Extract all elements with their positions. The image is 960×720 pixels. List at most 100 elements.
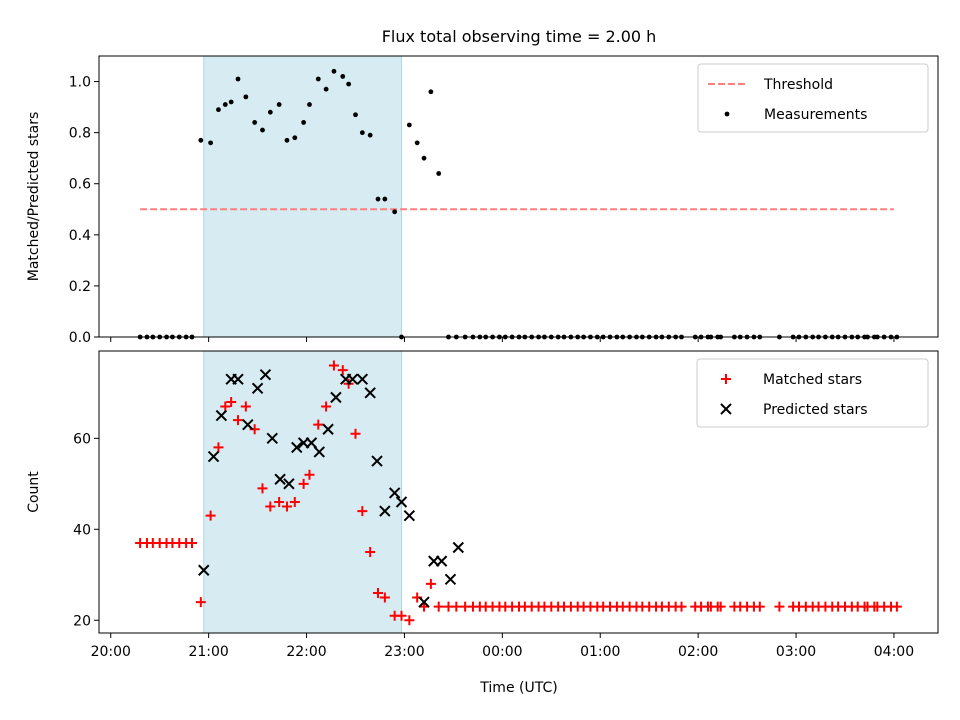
measurement-point [243, 94, 249, 100]
legend-label: Measurements [764, 107, 867, 123]
matched-star-point [350, 428, 361, 439]
measurement-point [353, 112, 358, 118]
predicted-star-point [395, 496, 408, 508]
measurement-point [406, 122, 412, 128]
bottom-series-matched-stars [135, 360, 902, 626]
x-axis: 20:00 21:00 22:00 23:00 00:00 01:00 02:00 03:00… [91, 644, 915, 660]
measurement-point [315, 76, 321, 82]
matched-star-point [365, 547, 376, 558]
top-y-tick-label: 0.0 [69, 330, 91, 346]
predicted-star-point [452, 541, 464, 554]
matched-star-point [379, 592, 390, 603]
measurement-point [428, 89, 434, 95]
bottom-axes-frame [98, 350, 939, 634]
bottom-highlight-span [203, 350, 403, 634]
predicted-star-point [322, 423, 334, 435]
matched-star-point [257, 483, 268, 494]
legend-measurements-swatch [724, 111, 730, 117]
legend-label: Matched stars [763, 372, 862, 388]
matched-star-point [240, 401, 251, 412]
matched-star-point [328, 360, 339, 371]
top-highlight-span [203, 55, 403, 338]
top-y-tick-label: 0.8 [69, 126, 91, 142]
top-y-axis-label: Matched/Predicted stars [26, 112, 42, 282]
predicted-star-point [266, 432, 278, 445]
matched-star-point [321, 401, 332, 412]
predicted-star-point [274, 473, 286, 485]
matched-star-point [313, 419, 324, 430]
matched-star-point [754, 601, 765, 612]
top-y-tick-label: 1.0 [69, 75, 91, 91]
matched-star-point [265, 501, 276, 512]
matched-star-point [298, 478, 309, 489]
measurement-point [216, 107, 221, 113]
x-tick-label: 03:00 [776, 644, 816, 660]
matched-star-point [357, 506, 368, 517]
measurement-point [228, 99, 234, 105]
measurement-point [331, 68, 337, 74]
matched-star-point [187, 537, 198, 548]
top-panel: 0.0 0.2 0.4 0.6 0.8 1.0 Matched/Predicted star… [26, 55, 939, 346]
matched-star-point [233, 415, 244, 426]
bottom-y-axis-label: Count [26, 471, 42, 513]
matched-star-point [891, 601, 902, 612]
legend-matched-swatch [721, 374, 731, 384]
x-tick-label: 21:00 [188, 644, 228, 660]
predicted-star-point [291, 441, 303, 454]
bottom-y-tick-label: 40 [73, 522, 91, 538]
matched-star-point [281, 501, 292, 512]
measurement-point [252, 120, 258, 125]
measurement-point [340, 74, 346, 79]
x-tick-label: 04:00 [874, 644, 914, 660]
measurement-point [392, 209, 398, 215]
measurement-point [414, 140, 420, 146]
measurement-point [292, 135, 298, 141]
matched-star-point [396, 610, 407, 621]
measurement-point [260, 127, 265, 133]
top-legend-box [697, 63, 929, 133]
predicted-star-point [283, 478, 295, 490]
matched-star-point [337, 365, 348, 376]
predicted-star-point [371, 455, 383, 467]
predicted-star-point [435, 555, 448, 567]
legend-predicted-swatch [720, 403, 732, 415]
measurement-point [436, 171, 442, 176]
top-y-tick-label: 0.2 [69, 279, 91, 295]
matched-star-point [213, 442, 224, 453]
measurement-point [375, 196, 381, 202]
matched-star-point [774, 601, 785, 612]
predicted-star-point [388, 487, 401, 499]
measurement-point [267, 109, 273, 115]
predicted-star-point [232, 373, 244, 385]
matched-star-point [205, 510, 216, 521]
predicted-star-point [198, 564, 210, 576]
predicted-star-point [444, 573, 457, 586]
top-legend: Threshold Measurements [697, 63, 929, 133]
top-y-tick-label: 0.6 [69, 177, 91, 193]
measurement-point [346, 81, 352, 87]
matched-star-point [220, 401, 231, 412]
matched-star-point [373, 587, 384, 598]
predicted-star-point [356, 373, 369, 385]
bottom-y-tick-label: 20 [73, 613, 91, 629]
predicted-star-point [305, 437, 318, 449]
matched-star-point [451, 601, 462, 612]
measurement-point [284, 137, 290, 143]
matched-star-point [289, 497, 300, 508]
x-tick-label: 23:00 [384, 644, 424, 660]
measurement-point [235, 76, 241, 82]
predicted-star-point [418, 596, 430, 608]
predicted-star-point [403, 509, 416, 522]
measurement-point [276, 102, 282, 107]
predicted-star-point [313, 446, 325, 458]
x-tick-label: 01:00 [580, 644, 620, 660]
measurement-point [359, 130, 365, 136]
predicted-star-point [346, 373, 359, 385]
legend-label: Predicted stars [763, 402, 868, 418]
predicted-star-point [330, 391, 342, 404]
predicted-star-point [242, 418, 254, 431]
top-axes-frame [98, 55, 939, 338]
matched-star-point [676, 601, 687, 612]
measurement-point [367, 132, 373, 138]
